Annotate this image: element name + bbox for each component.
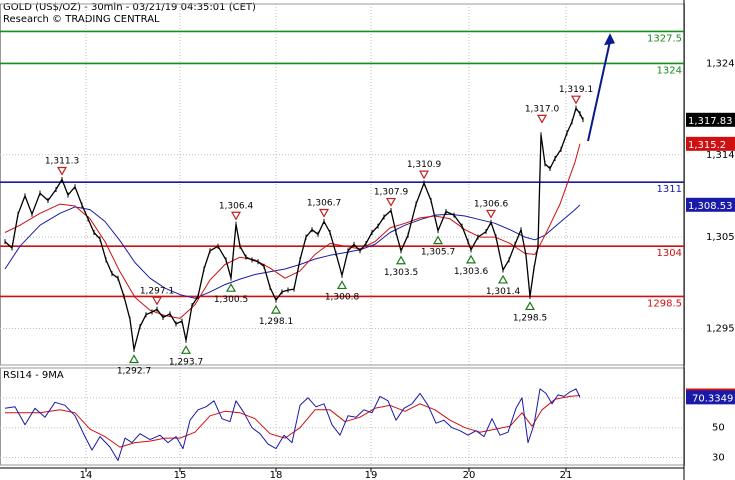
price-value-tag bbox=[686, 136, 735, 151]
swing-high-label: 1,319.1 bbox=[559, 85, 593, 95]
swing-low-label: 1,292.7 bbox=[117, 366, 151, 376]
rsi-panel-label: RSI14 - 9MA bbox=[3, 370, 64, 381]
swing-low-label: 1,300.8 bbox=[325, 292, 360, 302]
swing-low-marker bbox=[336, 280, 348, 290]
swing-low-label: 1,305.7 bbox=[421, 248, 455, 258]
price-value-tag bbox=[686, 112, 735, 127]
swing-high-label: 1,307.9 bbox=[374, 188, 409, 198]
swing-low-marker bbox=[465, 254, 477, 264]
x-tick-label: 20 bbox=[463, 470, 476, 480]
swing-high-label: 1,310.9 bbox=[407, 160, 442, 170]
swing-low-marker bbox=[432, 235, 444, 245]
swing-low-marker bbox=[225, 282, 237, 292]
y-tick-label: 1,305 bbox=[706, 232, 735, 243]
fast-moving-average-line bbox=[4, 143, 581, 319]
swing-low-label: 1,298.1 bbox=[259, 317, 293, 327]
y-tick-label: 1,314 bbox=[706, 150, 735, 161]
swing-low-marker bbox=[128, 354, 140, 364]
rsi-ma-line bbox=[5, 395, 581, 448]
level-label: 1304 bbox=[657, 248, 682, 259]
swing-high-label: 1,297.1 bbox=[140, 286, 174, 296]
price-value-tag-label: 1,315.2 bbox=[688, 140, 726, 151]
swing-high-marker bbox=[570, 95, 582, 105]
price-line bbox=[4, 107, 584, 351]
projection-arrow-shaft bbox=[587, 41, 611, 142]
swing-low-label: 1,301.4 bbox=[486, 287, 521, 297]
swing-high-label: 1,306.6 bbox=[474, 199, 509, 209]
price-value-tag-label: 1,308.53 bbox=[688, 201, 733, 212]
level-label: 1327.5 bbox=[647, 33, 682, 44]
swing-low-label: 1,303.6 bbox=[454, 267, 489, 277]
price-value-tag-label: 1,317.83 bbox=[688, 116, 733, 127]
x-tick-label: 19 bbox=[365, 470, 378, 480]
swing-high-marker bbox=[385, 197, 397, 207]
swing-high-marker bbox=[56, 166, 68, 176]
slow-moving-average-line bbox=[4, 204, 581, 299]
swing-low-marker bbox=[395, 255, 407, 265]
rsi-panel-frame bbox=[0, 367, 685, 466]
x-tick-label: 14 bbox=[80, 470, 93, 480]
price-value-tag bbox=[686, 197, 735, 212]
swing-high-label: 1,306.7 bbox=[307, 199, 341, 209]
projection-arrow-head bbox=[604, 33, 615, 46]
swing-low-marker bbox=[524, 301, 536, 311]
chart-source: Research © TRADING CENTRAL bbox=[3, 14, 160, 25]
y-tick-label: 1,295 bbox=[706, 323, 735, 334]
swing-high-label: 1,317.0 bbox=[525, 104, 560, 114]
rsi-value-tag bbox=[686, 390, 735, 405]
swing-low-marker bbox=[497, 274, 509, 284]
swing-high-marker bbox=[485, 209, 497, 219]
swing-low-label: 1,303.5 bbox=[384, 268, 418, 278]
x-tick-label: 18 bbox=[270, 470, 283, 480]
swing-high-marker bbox=[151, 296, 163, 306]
swing-high-marker bbox=[536, 114, 548, 124]
main-panel-frame bbox=[0, 3, 685, 366]
swing-high-marker bbox=[230, 211, 242, 221]
rsi-line bbox=[4, 388, 581, 461]
x-tick-label: 15 bbox=[174, 470, 187, 480]
swing-low-label: 1,293.7 bbox=[169, 357, 203, 367]
swing-low-marker bbox=[270, 304, 282, 314]
swing-low-label: 1,298.5 bbox=[513, 313, 547, 323]
swing-high-marker bbox=[418, 170, 430, 180]
swing-high-marker bbox=[318, 208, 330, 218]
rsi-tick-label: 30 bbox=[712, 453, 725, 464]
chart-title: GOLD (US$/OZ) - 30min - 03/21/19 04:35:0… bbox=[3, 2, 256, 13]
y-tick-label: 1,324 bbox=[706, 58, 735, 69]
level-label: 1298.5 bbox=[647, 298, 682, 309]
level-label: 1324 bbox=[657, 65, 682, 76]
rsi-tick-label: 50 bbox=[712, 423, 725, 434]
swing-high-label: 1,306.4 bbox=[219, 201, 254, 211]
swing-high-label: 1,311.3 bbox=[45, 156, 79, 166]
swing-low-marker bbox=[180, 345, 192, 354]
level-label: 1311 bbox=[657, 184, 682, 195]
x-tick-label: 21 bbox=[560, 470, 573, 480]
rsi-value-tag-label: 70.3349 bbox=[692, 393, 733, 404]
swing-low-label: 1,300.5 bbox=[214, 295, 248, 305]
